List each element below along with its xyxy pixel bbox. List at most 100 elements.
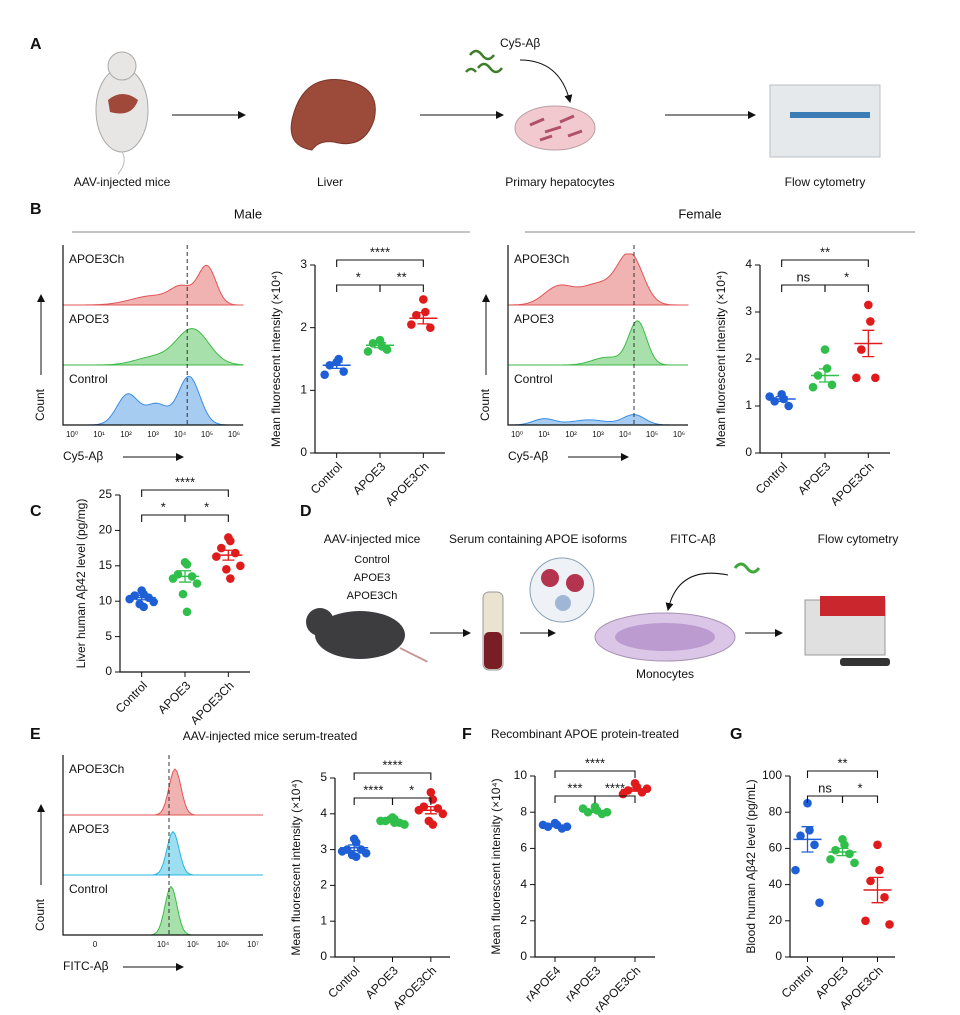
data-point [236,561,245,571]
data-point [850,858,859,868]
y-tick-label: 20 [769,913,783,927]
panel-label: D [300,503,312,520]
y-axis-label: Liver human Aβ42 level (pg/mg) [74,499,88,669]
arrow [519,59,573,103]
data-point [642,784,652,793]
significance-bracket [391,797,432,805]
x-tick-label: 10⁶ [673,430,685,439]
data-point [885,920,894,929]
x-tick-label: APOE3Ch [188,678,237,727]
data-point [861,916,870,926]
zoom-circle [529,557,595,623]
data-point [875,865,884,875]
error-bar [135,594,148,601]
x-tick-label: 10² [565,430,577,439]
y-tick-label: 2 [520,913,527,927]
data-point [168,574,178,583]
panel-label: A [30,36,42,53]
data-point [602,807,612,817]
error-bar [348,844,361,852]
y-tick-label: 2 [300,320,307,334]
significance-bracket [554,770,636,778]
panel-label: B [30,201,42,218]
axis [62,755,263,936]
significance-bracket [336,284,381,292]
y-tick-label: 4 [320,806,327,820]
track-label: APOE3 [69,312,109,326]
data-point [334,354,343,364]
panel-title: AAV-injected mice serum-treated [183,729,358,743]
y-tick-label: 2 [320,878,327,892]
significance-label: ** [837,755,847,770]
data-point [226,536,235,546]
significance-bracket [781,284,826,292]
error-bar [549,824,561,828]
x-tick-label: 10⁴ [619,430,632,439]
x-axis-label: Cy5-Aβ [508,449,548,463]
significance-bracket [379,284,424,292]
data-point [866,876,875,886]
mouse-head [107,51,137,81]
data-point [810,840,819,850]
panel-label: G [730,726,742,743]
y-tick-label: 2 [745,351,752,365]
cytometer-stripe [790,112,870,118]
histogram-curve [507,253,689,306]
y-tick-label: 20 [99,523,113,537]
histogram-curve [507,414,688,426]
data-point [337,847,347,856]
data-point [178,589,188,599]
y-axis-label: Blood human Aβ42 level (pg/mL) [744,779,758,953]
x-tick-label: 10⁷ [247,940,259,949]
histogram-curve [63,830,263,876]
error-bar [801,826,814,853]
error-bar [629,787,641,792]
y-tick-label: 100 [762,768,782,782]
significance-label: ns [796,269,810,284]
x-tick-label: 10⁰ [511,430,523,439]
significance-bracket [141,489,229,497]
error-bar [836,847,849,857]
y-tick-label: 80 [769,804,783,818]
data-point [407,320,416,329]
significance-label: *** [567,780,582,795]
track-label: APOE3Ch [514,252,569,266]
significance-label: **** [370,244,390,259]
y-tick-label: 4 [520,877,527,891]
x-tick-label: APOE3Ch [828,459,877,508]
data-point [562,822,572,831]
x-tick-label: Control [753,459,790,496]
error-bar [775,395,788,402]
significance-label: * [857,780,862,795]
x-tick-label: Control [308,459,345,496]
mouse-tail [399,647,428,663]
error-bar [179,570,191,583]
significance-bracket [806,795,844,803]
data-point [428,820,438,829]
significance-label: ** [397,269,407,284]
x-axis-label: Cy5-Aβ [63,449,103,463]
panel-label: F [462,726,472,743]
x-tick-label: 10⁴ [174,430,187,439]
y-axis-label: Mean fluorescent intensity (×10⁴) [269,271,283,447]
data-point [866,317,875,326]
histogram-curve [508,320,688,366]
y-tick-label: 0 [745,445,752,459]
step-label: Flow cytometry [785,175,866,189]
y-tick-label: 1 [300,383,307,397]
data-point [182,560,192,569]
apoe-blob [541,569,559,587]
significance-bracket [336,259,424,267]
step-label: FITC-Aβ [670,532,716,546]
data-point [419,295,428,304]
error-bar [424,805,437,815]
y-axis-label: Mean fluorescent intensity (×10⁴) [714,271,728,447]
step-label: Flow cytometry [818,532,899,546]
data-point [820,345,830,354]
x-tick-label: 10⁵ [646,430,658,439]
y-axis-label: Mean fluorescent intensity (×10⁴) [489,778,503,954]
data-point [428,795,438,804]
liver [290,79,376,151]
significance-label: ** [820,244,830,259]
significance-label: **** [175,474,195,489]
